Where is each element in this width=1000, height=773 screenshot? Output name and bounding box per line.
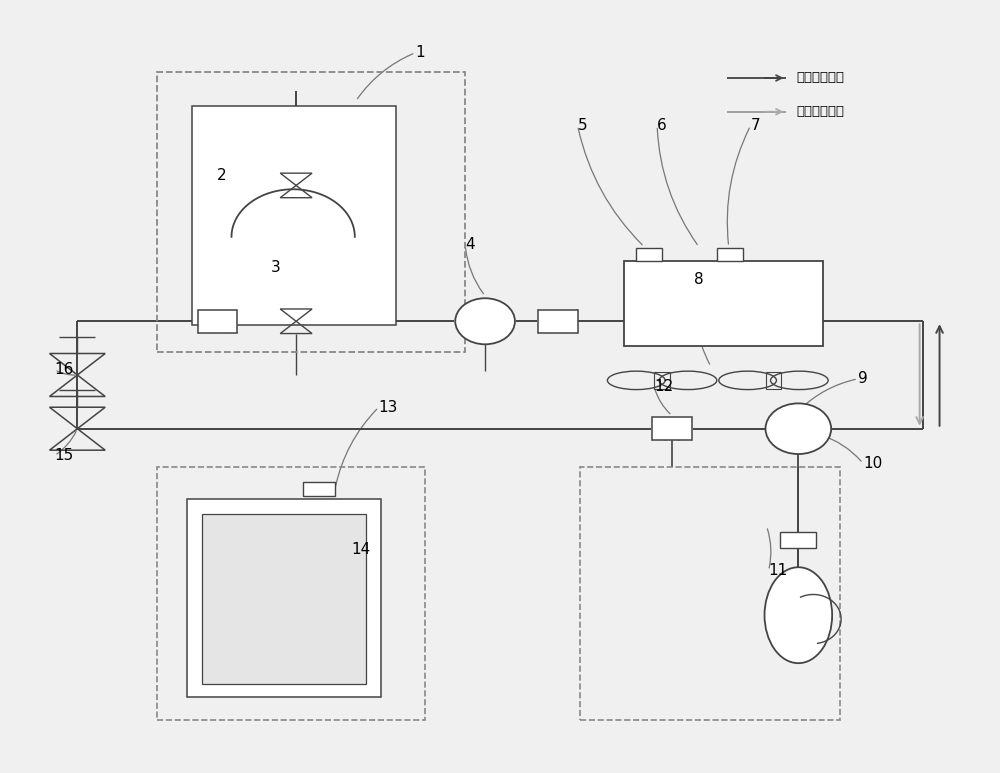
Text: 制冷冷媒流向: 制冷冷媒流向 [796, 71, 844, 84]
Text: 15: 15 [54, 448, 74, 463]
Bar [580, 467, 840, 720]
Text: 4: 4 [465, 237, 475, 252]
Text: 13: 13 [379, 400, 398, 415]
Bar [192, 107, 396, 325]
Text: 1: 1 [415, 45, 425, 60]
Bar [303, 482, 335, 496]
Bar [717, 247, 743, 261]
Bar [157, 467, 425, 720]
Bar [624, 261, 823, 346]
Ellipse shape [765, 567, 832, 663]
Text: 3: 3 [271, 260, 281, 275]
Bar [538, 310, 578, 333]
Bar [636, 247, 662, 261]
Text: 16: 16 [54, 362, 74, 377]
Text: 12: 12 [654, 379, 673, 394]
Text: 11: 11 [769, 564, 788, 578]
Circle shape [766, 404, 831, 454]
Text: 14: 14 [351, 542, 370, 557]
Bar [652, 417, 692, 440]
Bar [187, 499, 381, 697]
Bar [198, 310, 237, 333]
Bar [766, 372, 781, 389]
Text: 5: 5 [578, 118, 587, 133]
Text: 制热冷媒流向: 制热冷媒流向 [796, 105, 844, 118]
Text: 9: 9 [858, 371, 868, 386]
Bar [202, 514, 366, 684]
Text: 8: 8 [694, 271, 704, 287]
Text: 2: 2 [217, 168, 226, 183]
Bar [780, 533, 816, 547]
Text: 6: 6 [657, 118, 667, 133]
Text: 7: 7 [751, 118, 760, 133]
Circle shape [455, 298, 515, 344]
Bar [157, 72, 465, 352]
Text: 10: 10 [863, 456, 882, 471]
Bar [654, 372, 670, 389]
